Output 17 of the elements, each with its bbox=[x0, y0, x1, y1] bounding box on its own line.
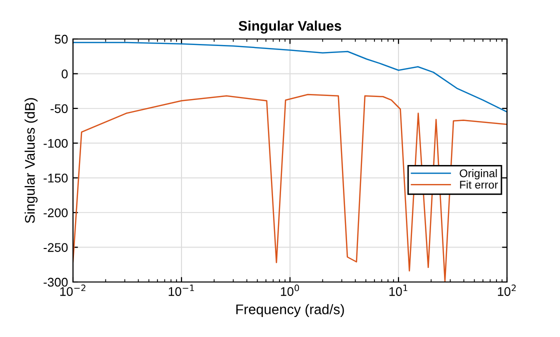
y-tick-label: -200 bbox=[44, 208, 68, 218]
chart-title: Singular Values bbox=[238, 20, 342, 34]
y-tick-label: -300 bbox=[44, 278, 68, 287]
y-tick-label: -250 bbox=[44, 243, 68, 252]
y-tick-label: -150 bbox=[44, 174, 68, 183]
legend-label: Fit error bbox=[460, 180, 498, 189]
x-tick-label: 10$^{1}$ bbox=[389, 284, 408, 296]
y-tick-label: 0 bbox=[62, 70, 68, 78]
x-tick-label: 10$^{2}$ bbox=[498, 284, 516, 296]
y-tick-label: -100 bbox=[44, 138, 68, 148]
x-axis-title: Frequency (rad/s) bbox=[236, 304, 344, 318]
y-axis-title: Singular Values (dB) bbox=[24, 98, 38, 224]
y-tick-label: 50 bbox=[54, 34, 68, 44]
x-tick-label: 10$^{−1}$ bbox=[168, 284, 194, 296]
legend-label: Original bbox=[460, 169, 497, 180]
x-tick-label: 10$^{0}$ bbox=[280, 284, 300, 296]
y-tick-label: -50 bbox=[50, 104, 68, 114]
